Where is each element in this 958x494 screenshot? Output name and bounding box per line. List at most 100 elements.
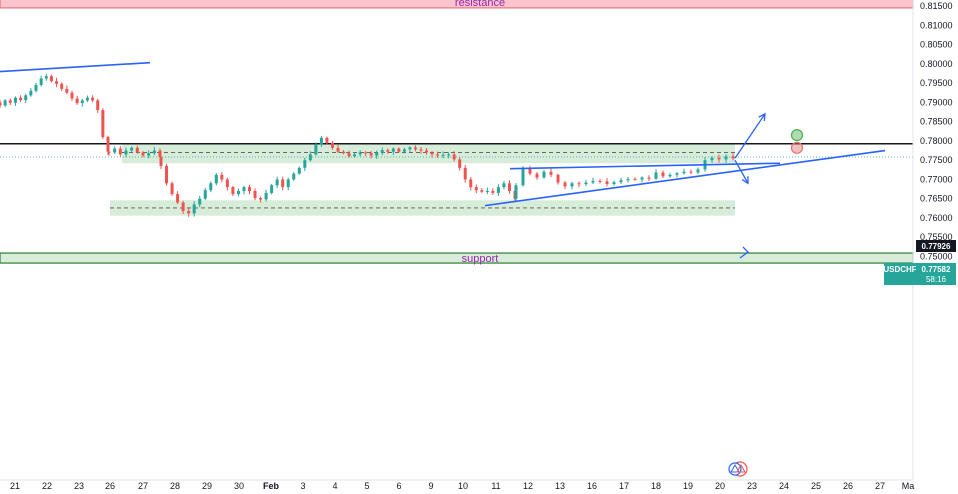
candle-body xyxy=(286,179,290,188)
price-tick-label: 0.80500 xyxy=(920,40,953,50)
projection-arrow-down[interactable] xyxy=(734,159,749,184)
time-tick-label: 21 xyxy=(10,481,20,491)
price-tick-label: 0.77000 xyxy=(920,174,953,184)
candle-body xyxy=(717,157,721,160)
candle-body xyxy=(441,154,445,156)
candle-body xyxy=(336,147,340,152)
candle-body xyxy=(556,174,560,183)
candle-body xyxy=(731,156,735,159)
time-tick-label: 27 xyxy=(875,481,885,491)
candle-body xyxy=(80,100,84,104)
candle-body xyxy=(75,98,79,104)
projection-arrow-up[interactable] xyxy=(734,113,766,159)
price-axis[interactable]: 0.81500 0.81000 0.80500 0.80000 0.79500 0.790… xyxy=(920,1,953,281)
pullback-arrow xyxy=(739,246,749,259)
range-box-2[interactable] xyxy=(110,200,735,216)
candle-body xyxy=(408,147,412,150)
time-tick-label: 5 xyxy=(364,481,369,491)
candle-body xyxy=(369,153,373,156)
candle-body xyxy=(436,154,440,156)
candle-body xyxy=(130,147,134,151)
candle-body xyxy=(364,152,368,154)
candle-body xyxy=(3,100,7,106)
candle-body xyxy=(101,110,105,138)
candle-body xyxy=(60,83,64,89)
time-tick-label: 23 xyxy=(747,481,757,491)
trend-line-2[interactable] xyxy=(509,162,781,170)
candle-body xyxy=(264,192,268,200)
trend-line-1[interactable] xyxy=(0,61,151,73)
candle-body xyxy=(297,167,301,174)
time-tick-label: 29 xyxy=(202,481,212,491)
candle-body xyxy=(8,100,12,103)
candle-body xyxy=(308,154,312,161)
time-tick-label: 12 xyxy=(523,481,533,491)
price-tick-label: 0.79000 xyxy=(920,97,953,107)
candle-body xyxy=(584,182,588,185)
last-price-tag: USDCHF 0.77582 58:16 xyxy=(883,263,956,285)
trend-line-3[interactable] xyxy=(484,149,886,207)
candle-body xyxy=(29,90,33,96)
target-circle[interactable] xyxy=(790,129,804,142)
time-tick-label: 17 xyxy=(619,481,629,491)
symbol-label: USDCHF xyxy=(883,265,916,274)
candle-body xyxy=(159,157,163,166)
candle-body xyxy=(214,174,218,184)
candle-body xyxy=(113,148,117,153)
candle-body xyxy=(612,182,616,185)
candle-body xyxy=(480,190,484,192)
candle-body xyxy=(507,183,511,191)
candle-body xyxy=(458,159,462,168)
price-tick-label: 0.79500 xyxy=(920,78,953,88)
candle-body xyxy=(347,153,351,157)
candle-body xyxy=(34,85,38,91)
time-tick-label: Ma xyxy=(902,481,915,491)
candle-body xyxy=(118,148,122,155)
time-tick-label: 22 xyxy=(42,481,52,491)
candle-body xyxy=(231,187,235,195)
candle-body xyxy=(577,183,581,185)
candle-body xyxy=(187,211,191,214)
candle-body xyxy=(502,183,506,188)
last-price-value: 0.77582 xyxy=(922,265,951,274)
candle-body xyxy=(542,171,546,178)
time-axis[interactable]: 21 22 23 26 27 28 29 30 Feb 3 4 5 6 9 10 11 12 13 16 17 18 19… xyxy=(10,481,914,491)
candle-body xyxy=(158,150,162,158)
candle-body xyxy=(474,187,478,191)
support-zone[interactable] xyxy=(0,252,914,264)
candle-body xyxy=(303,160,307,168)
candle-body xyxy=(633,179,637,181)
candle-body xyxy=(0,102,2,106)
candle-body xyxy=(96,100,100,111)
candle-body xyxy=(491,190,495,193)
marked-level-tag: 0.77926 xyxy=(916,240,956,252)
candle-body xyxy=(141,152,145,156)
candle-body xyxy=(70,92,74,99)
candle-body xyxy=(496,187,500,193)
candle-body xyxy=(419,149,423,151)
candle-body xyxy=(724,156,728,160)
countdown-value: 58:16 xyxy=(926,275,947,284)
price-tick-label: 0.76500 xyxy=(920,194,953,204)
stop-circle[interactable] xyxy=(790,141,804,154)
event-icon[interactable] xyxy=(728,461,748,477)
candle-body xyxy=(447,154,451,156)
candle-body xyxy=(549,171,553,175)
candle-body xyxy=(24,95,28,101)
candle-body xyxy=(281,179,285,188)
candle-body xyxy=(19,97,23,101)
candle-body xyxy=(563,182,567,187)
time-tick-label: 3 xyxy=(300,481,305,491)
marked-level-value: 0.77926 xyxy=(922,242,951,251)
candle-body xyxy=(176,194,180,203)
range-box-1[interactable] xyxy=(122,143,735,164)
candle-body xyxy=(55,81,59,84)
candle-body xyxy=(528,168,532,174)
time-tick-label: 20 xyxy=(715,481,725,491)
candle-body xyxy=(689,171,693,173)
time-tick-label: 28 xyxy=(170,481,180,491)
candle-body xyxy=(358,152,362,155)
candle-body xyxy=(413,147,417,150)
candle-body xyxy=(192,204,196,214)
